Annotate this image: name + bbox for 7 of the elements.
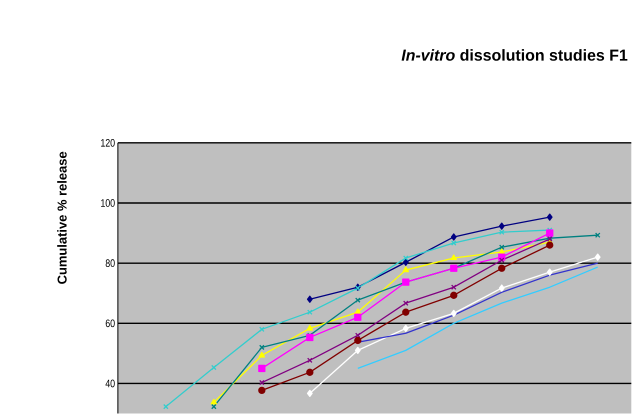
y-tick-label: 80 — [106, 259, 115, 268]
y-tick-label: 40 — [106, 380, 115, 388]
chart-title: In-vitro dissolution studies F1 — [402, 49, 628, 61]
y-tick-label: 60 — [106, 319, 115, 328]
y-axis-title: Cumulative % release — [57, 152, 67, 284]
y-tick-label: 100 — [101, 199, 115, 207]
y-tick-label: 120 — [101, 138, 115, 147]
